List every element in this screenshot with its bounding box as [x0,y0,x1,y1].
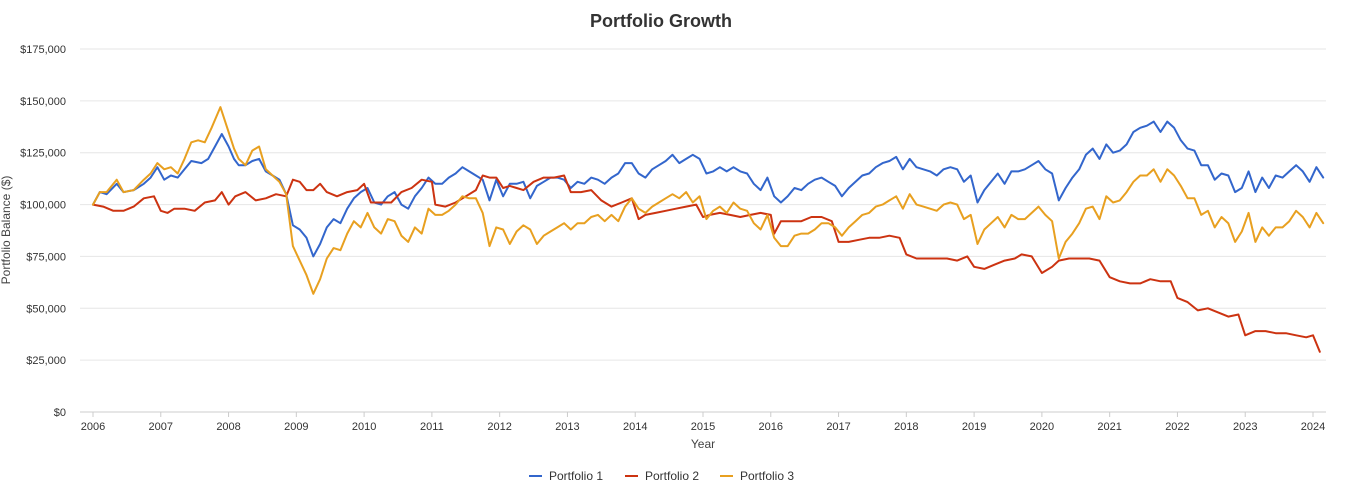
x-axis-tick-labels: 2006 2007 2008 2009 2010 2011 2012 2013 2014 2015… [81,412,1325,433]
x-tick-label: 2021 [1097,421,1121,433]
x-tick-label: 2013 [555,421,579,433]
grid-lines [80,48,1326,413]
x-tick-label: 2019 [962,421,986,433]
chart-title: Portfolio Growth [590,11,732,31]
y-tick-label: $150,000 [20,96,66,108]
y-tick-label: $0 [54,407,66,419]
x-tick-label: 2006 [81,421,105,433]
legend-item-portfolio-3[interactable]: Portfolio 3 [720,469,794,482]
x-tick-label: 2023 [1233,421,1257,433]
x-tick-label: 2008 [216,421,240,433]
x-tick-label: 2014 [623,421,647,433]
x-tick-label: 2022 [1165,421,1189,433]
x-tick-label: 2017 [826,421,850,433]
x-tick-label: 2007 [149,421,173,433]
series-line-portfolio-2[interactable] [92,174,1321,353]
y-tick-label: $75,000 [26,251,66,263]
x-tick-label: 2018 [894,421,918,433]
x-tick-label: 2016 [759,421,783,433]
legend-label: Portfolio 2 [645,469,699,482]
y-tick-label: $175,000 [20,44,66,56]
series-lines [92,106,1325,353]
x-tick-label: 2012 [487,421,511,433]
y-tick-label: $100,000 [20,200,66,212]
y-axis-title: Portfolio Balance ($) [0,176,13,285]
y-axis-tick-labels: $0 $25,000 $50,000 $75,000 $100,000 $125,000 $… [20,44,66,419]
legend-item-portfolio-1[interactable]: Portfolio 1 [529,469,603,482]
legend[interactable]: Portfolio 1 Portfolio 2 Portfolio 3 [529,469,794,482]
x-tick-label: 2009 [284,421,308,433]
x-tick-label: 2015 [691,421,715,433]
x-tick-label: 2011 [420,421,444,433]
y-tick-label: $50,000 [26,303,66,315]
legend-label: Portfolio 1 [549,469,603,482]
series-line-portfolio-3[interactable] [92,106,1325,295]
legend-label: Portfolio 3 [740,469,794,482]
x-tick-label: 2010 [352,421,376,433]
legend-item-portfolio-2[interactable]: Portfolio 2 [625,469,699,482]
x-tick-label: 2024 [1301,421,1325,433]
x-tick-label: 2020 [1030,421,1054,433]
x-axis-title: Year [691,437,715,451]
y-tick-label: $25,000 [26,355,66,367]
series-line-portfolio-1[interactable] [92,120,1325,258]
y-tick-label: $125,000 [20,148,66,160]
